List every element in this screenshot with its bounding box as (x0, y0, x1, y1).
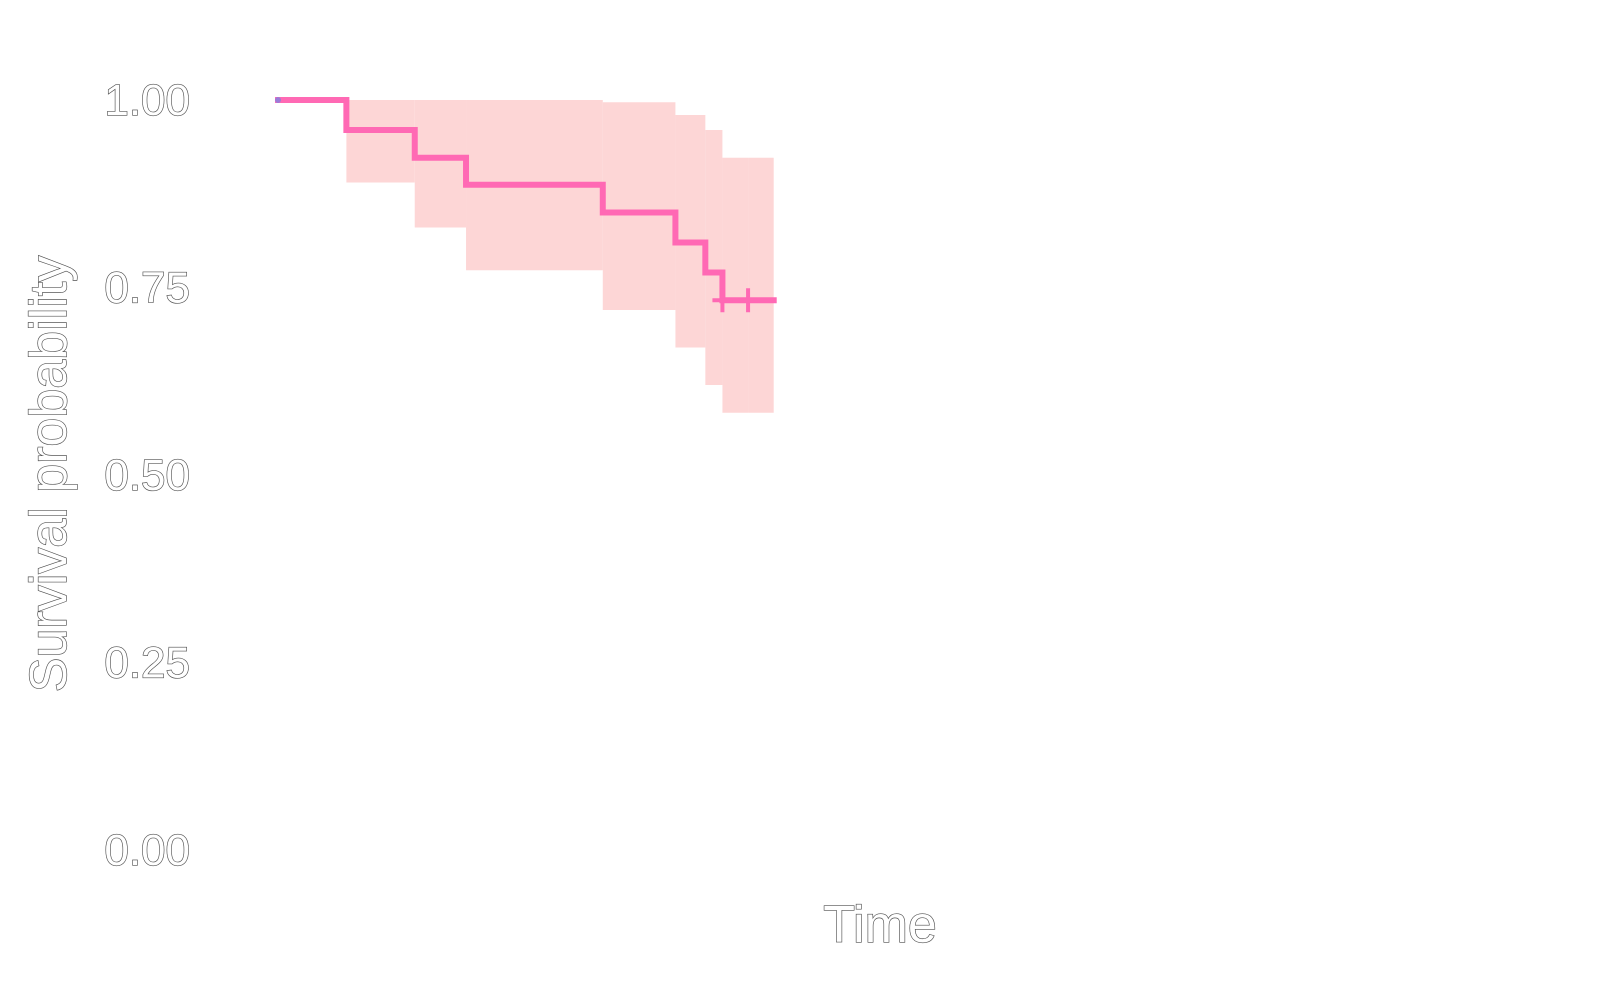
survival-curve-layer (275, 97, 777, 304)
confidence-band-segment (346, 100, 415, 183)
y-axis-label: Survival probability (20, 256, 78, 692)
survival-curve-line (275, 97, 777, 304)
confidence-band-segment (748, 157, 774, 413)
confidence-band-segment (705, 130, 723, 385)
censor-marks-layer (712, 288, 759, 313)
confidence-band-segment (602, 102, 676, 310)
y-tick-label: 0.25 (104, 639, 190, 688)
y-tick-label: 0.75 (104, 264, 190, 313)
confidence-band-segment (722, 157, 749, 413)
confidence-band-layer (346, 100, 774, 413)
curve-start-marker (275, 97, 281, 103)
y-tick-labels: 0.00 0.25 0.50 0.75 1.00 (104, 75, 191, 875)
confidence-band-segment (414, 100, 467, 228)
y-tick-label: 1.00 (104, 76, 190, 125)
confidence-band-segment (675, 115, 706, 348)
y-tick-label: 0.00 (104, 826, 190, 875)
x-axis-label: Time (823, 896, 937, 954)
y-tick-label: 0.50 (104, 451, 190, 500)
